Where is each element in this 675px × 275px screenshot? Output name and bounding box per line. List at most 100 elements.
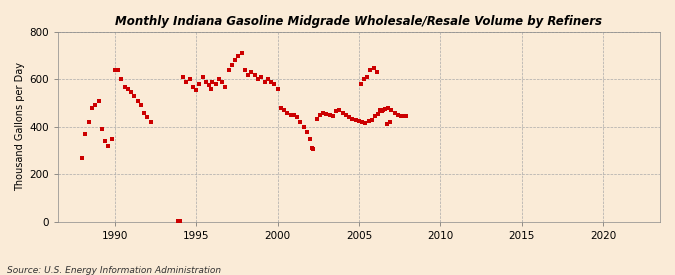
Point [315,113,325,117]
Point [136,103,146,108]
Point [386,108,397,112]
Point [197,75,208,79]
Point [223,68,234,72]
Point [97,127,107,131]
Point [103,144,113,148]
Point [357,120,368,124]
Point [373,112,384,116]
Point [181,79,192,84]
Point [233,53,244,58]
Point [381,122,392,127]
Point [77,155,88,160]
Point [249,72,260,77]
Point [106,136,117,141]
Point [295,120,306,124]
Point [205,87,216,91]
Point [344,115,354,120]
Point [90,103,101,108]
Point [100,139,111,143]
Point [363,119,374,123]
Point [243,72,254,77]
Y-axis label: Thousand Gallons per Day: Thousand Gallons per Day [15,62,25,191]
Point [93,98,104,103]
Point [266,79,277,84]
Point [393,113,404,117]
Point [350,117,361,122]
Point [252,77,263,82]
Point [383,106,394,110]
Point [132,98,143,103]
Point [389,110,400,115]
Point [331,109,342,114]
Point [174,218,185,223]
Point [396,114,406,118]
Point [204,83,215,87]
Point [292,115,302,120]
Point [119,84,130,89]
Point [188,84,198,89]
Point [368,65,379,70]
Point [358,77,369,82]
Point [318,110,329,115]
Point [129,94,140,98]
Point [116,77,127,82]
Point [86,106,97,110]
Point [211,82,221,86]
Point [126,90,136,95]
Point [230,58,240,63]
Point [302,129,313,134]
Title: Monthly Indiana Gasoline Midgrade Wholesale/Resale Volume by Refiners: Monthly Indiana Gasoline Midgrade Wholes… [115,15,602,28]
Point [376,109,387,114]
Point [306,146,317,150]
Point [282,110,293,115]
Point [347,116,358,121]
Point [263,77,273,82]
Point [321,112,331,116]
Point [272,87,283,91]
Point [213,77,224,82]
Point [173,218,184,223]
Point [371,70,382,75]
Point [145,120,156,124]
Point [334,108,345,112]
Point [370,114,381,118]
Point [142,115,153,120]
Point [220,84,231,89]
Point [375,108,385,112]
Point [240,68,250,72]
Point [80,132,91,136]
Point [401,114,412,118]
Point [83,120,94,124]
Point [378,108,389,112]
Point [200,79,211,84]
Point [122,87,133,91]
Point [236,51,247,56]
Point [279,108,290,112]
Point [308,147,319,152]
Point [246,70,257,75]
Point [288,113,299,117]
Point [275,106,286,110]
Point [311,116,322,121]
Point [113,68,124,72]
Point [138,110,149,115]
Point [259,79,270,84]
Point [304,136,315,141]
Point [178,75,188,79]
Point [324,113,335,117]
Point [256,75,267,79]
Point [194,82,205,86]
Point [227,63,238,67]
Point [379,107,390,111]
Point [338,110,348,115]
Point [340,113,351,117]
Point [269,82,279,86]
Point [385,120,396,124]
Point [327,114,338,118]
Point [365,68,376,72]
Point [285,113,296,117]
Point [207,79,218,84]
Point [355,82,366,86]
Point [298,125,309,129]
Point [191,88,202,92]
